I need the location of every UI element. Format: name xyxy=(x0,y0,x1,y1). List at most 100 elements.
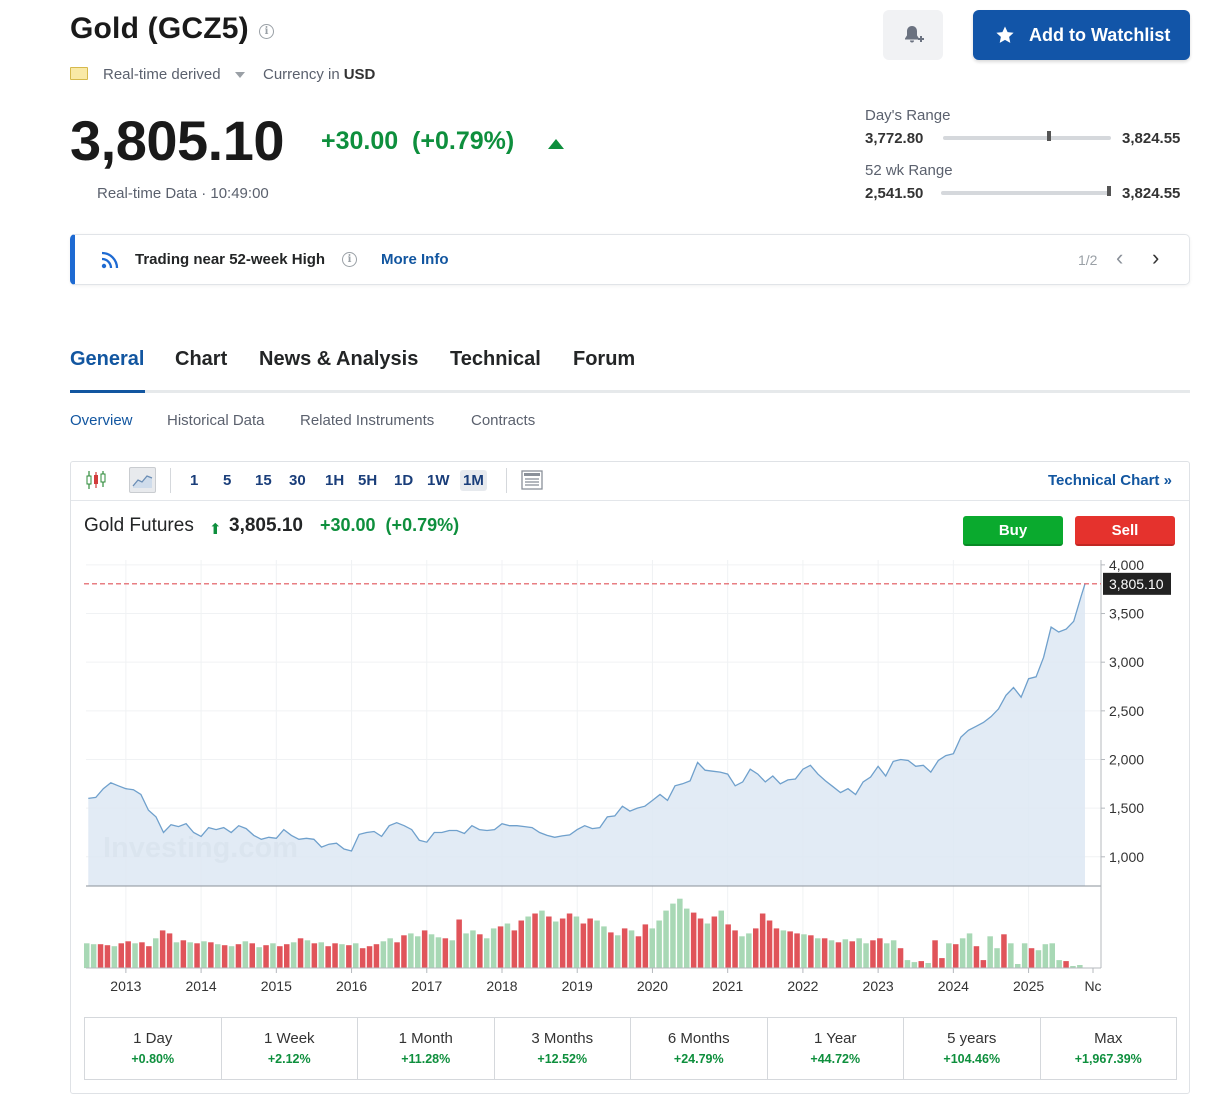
price-alert-button[interactable] xyxy=(883,10,943,60)
y-tick-label: 3,500 xyxy=(1109,606,1144,622)
volume-bar xyxy=(608,932,614,968)
table-view-icon[interactable] xyxy=(521,470,543,490)
volume-bar xyxy=(490,928,497,968)
volume-bar xyxy=(884,943,890,969)
area-chart-button[interactable] xyxy=(129,467,156,493)
volume-bar xyxy=(139,942,145,968)
perf-value: +11.28% xyxy=(401,1052,451,1066)
chevron-left-icon[interactable]: ‹ xyxy=(1116,245,1124,270)
volume-bar xyxy=(1063,961,1069,968)
volume-bar xyxy=(1042,944,1049,968)
subtab-overview[interactable]: Overview xyxy=(70,412,133,429)
last-price-tag xyxy=(1103,572,1171,595)
perf-label: 6 Months xyxy=(667,1030,730,1047)
volume-bar xyxy=(877,938,883,968)
interval-1m[interactable]: 1M xyxy=(460,470,487,491)
volume-bar xyxy=(277,946,283,968)
tab-forum[interactable]: Forum xyxy=(573,348,636,370)
volume-bar xyxy=(449,940,455,968)
volume-bar xyxy=(580,923,587,968)
tab-chart[interactable]: Chart xyxy=(175,348,228,370)
volume-bar xyxy=(146,946,152,968)
info-icon[interactable]: i xyxy=(342,252,357,267)
interval-1d[interactable]: 1D xyxy=(394,472,414,489)
volume-bar xyxy=(739,936,745,968)
volume-bar xyxy=(925,963,931,968)
chart-instrument-name: Gold Futures xyxy=(84,515,194,536)
interval-5h[interactable]: 5H xyxy=(358,472,378,489)
volume-bar xyxy=(1001,934,1007,968)
technical-chart-link[interactable]: Technical Chart » xyxy=(1048,472,1172,489)
perf-value: +104.46% xyxy=(943,1052,1001,1066)
x-tick-label: 2025 xyxy=(1013,978,1044,994)
add-to-watchlist-button[interactable]: Add to Watchlist xyxy=(973,10,1190,60)
52wk-range-marker xyxy=(1107,186,1112,196)
interval-1h[interactable]: 1H xyxy=(325,472,345,489)
interval-1min[interactable]: 1 xyxy=(190,472,199,489)
x-tick-label: 2019 xyxy=(562,978,593,994)
tab-technical[interactable]: Technical xyxy=(450,348,541,370)
volume-bar xyxy=(897,948,904,968)
volume-bar xyxy=(366,946,373,968)
price-area-fill xyxy=(88,583,1085,886)
volume-bar xyxy=(90,944,97,968)
realtime-derived-dropdown[interactable]: Real-time derived xyxy=(103,66,221,83)
perf-value: +12.52% xyxy=(537,1052,588,1066)
volume-bar xyxy=(497,926,504,968)
subtab-related-instruments[interactable]: Related Instruments xyxy=(300,412,435,429)
interval-1w[interactable]: 1W xyxy=(427,472,450,489)
currency-value: USD xyxy=(343,66,376,83)
info-icon[interactable]: i xyxy=(259,24,274,39)
more-info-link[interactable]: More Info xyxy=(381,251,449,268)
volume-bar xyxy=(166,933,173,968)
y-tick-label: 3,000 xyxy=(1109,654,1144,670)
volume-bar xyxy=(318,942,324,968)
interval-5min[interactable]: 5 xyxy=(223,472,232,489)
y-tick-label: 2,500 xyxy=(1109,703,1144,719)
volume-bar xyxy=(553,921,559,968)
watchlist-label: Add to Watchlist xyxy=(1029,24,1171,45)
volume-bar xyxy=(353,943,359,969)
interval-30min[interactable]: 30 xyxy=(289,472,306,489)
volume-bar xyxy=(911,962,918,968)
chevron-right-icon[interactable]: › xyxy=(1152,245,1160,270)
volume-bar xyxy=(132,943,138,969)
y-tick-label: 1,000 xyxy=(1109,849,1144,865)
buy-button[interactable]: Buy xyxy=(963,516,1063,546)
currency-label-text: Currency in xyxy=(263,66,340,83)
volume-bar xyxy=(635,936,642,968)
52wk-range-bar xyxy=(941,186,1112,196)
volume-bar xyxy=(856,938,862,968)
volume-bar xyxy=(690,912,697,968)
x-tick-label: 2013 xyxy=(110,978,141,994)
volume-bar xyxy=(1070,966,1076,968)
perf-cell-1-month: 1 Month +11.28% xyxy=(358,1018,495,1079)
perf-value: +24.79% xyxy=(673,1052,724,1066)
volume-bar xyxy=(546,916,552,968)
currency-label: Currency in USD xyxy=(263,66,375,83)
sell-button[interactable]: Sell xyxy=(1075,516,1175,546)
price-change: +30.00 (+0.79%) xyxy=(321,127,515,155)
volume-bar xyxy=(704,923,711,968)
subtab-contracts[interactable]: Contracts xyxy=(471,412,536,429)
volume-bar xyxy=(821,938,828,968)
volume-bar xyxy=(932,940,938,968)
candlestick-icon[interactable] xyxy=(85,469,107,491)
tab-general[interactable]: General xyxy=(70,348,145,370)
subtab-historical-data[interactable]: Historical Data xyxy=(167,412,265,429)
last-price: 3,805.10 xyxy=(70,109,284,172)
volume-bar xyxy=(649,928,655,968)
x-tick-label: 2014 xyxy=(186,978,217,994)
volume-bar xyxy=(573,916,580,968)
volume-bar xyxy=(518,920,524,968)
interval-15min[interactable]: 15 xyxy=(255,472,272,489)
volume-bar xyxy=(173,942,180,968)
perf-value: +44.72% xyxy=(810,1052,861,1066)
chevron-down-icon[interactable] xyxy=(235,72,245,78)
up-arrow-icon: ⬆ xyxy=(209,521,222,538)
volume-bar xyxy=(339,944,345,968)
volume-bar xyxy=(428,934,435,968)
chart-last-price: 3,805.10 xyxy=(229,515,303,536)
tab-news-analysis[interactable]: News & Analysis xyxy=(259,348,419,370)
